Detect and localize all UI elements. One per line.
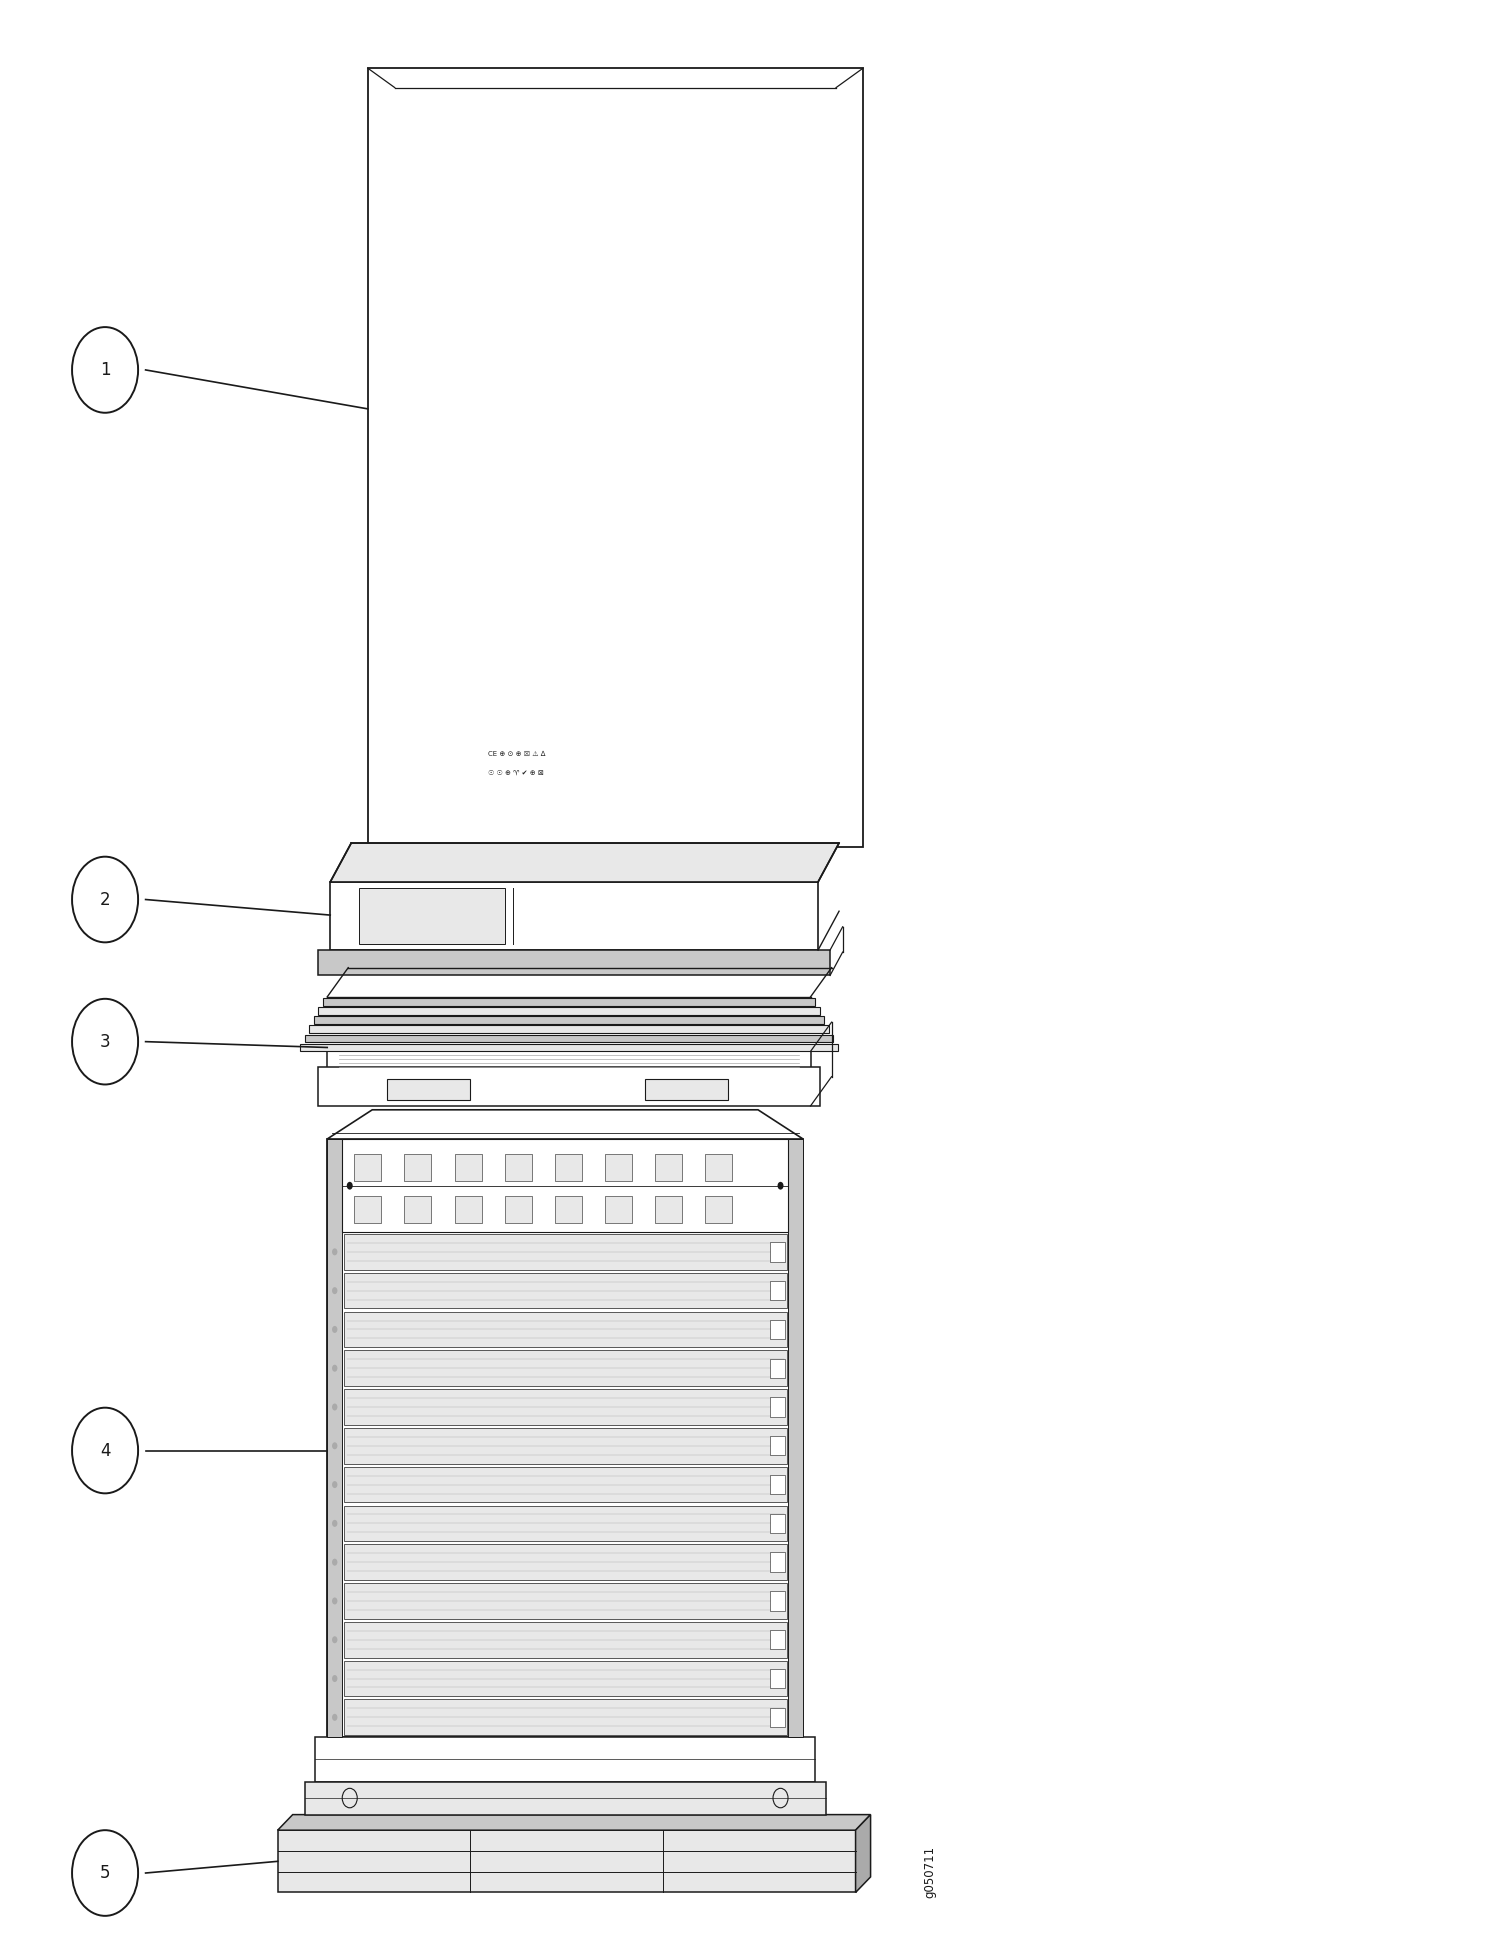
Circle shape <box>332 1248 338 1256</box>
Bar <box>705 1195 732 1223</box>
Circle shape <box>332 1326 338 1334</box>
Bar <box>770 1708 785 1727</box>
Bar <box>309 1026 829 1034</box>
Text: CE ⊕ ⊙ ⊕ ☒ ⚠ ∆: CE ⊕ ⊙ ⊕ ☒ ⚠ ∆ <box>488 750 545 757</box>
Bar <box>770 1398 785 1417</box>
Bar <box>278 1830 856 1892</box>
Polygon shape <box>278 1815 871 1830</box>
Bar <box>305 1782 826 1815</box>
Bar <box>770 1669 785 1688</box>
Bar <box>404 1155 431 1182</box>
Bar <box>314 1016 824 1024</box>
Bar <box>327 1051 811 1071</box>
Bar <box>318 1007 820 1014</box>
Bar <box>344 1622 787 1657</box>
Bar <box>605 1195 632 1223</box>
Bar <box>344 1273 787 1308</box>
Bar <box>770 1591 785 1610</box>
Bar <box>300 1044 838 1051</box>
Text: g050711: g050711 <box>923 1846 937 1898</box>
Circle shape <box>332 1443 338 1449</box>
Bar <box>344 1466 787 1503</box>
Text: ☉ ☉ ⊕ ♈ ✔ ⊕ ⊠: ☉ ☉ ⊕ ♈ ✔ ⊕ ⊠ <box>488 769 543 777</box>
Bar <box>359 888 504 944</box>
Bar <box>318 950 830 975</box>
Bar <box>342 1139 788 1232</box>
Bar <box>354 1155 381 1182</box>
Text: 4: 4 <box>101 1441 110 1460</box>
Bar <box>327 1139 342 1737</box>
Bar <box>368 68 863 847</box>
Bar <box>656 1155 683 1182</box>
Polygon shape <box>856 1815 871 1892</box>
Bar <box>344 1427 787 1464</box>
Text: 5: 5 <box>101 1863 110 1883</box>
Bar <box>770 1552 785 1571</box>
Bar <box>605 1155 632 1182</box>
Bar <box>344 1234 787 1269</box>
Bar <box>318 1067 820 1106</box>
Bar <box>404 1195 431 1223</box>
Bar <box>555 1195 582 1223</box>
Bar <box>705 1155 732 1182</box>
Bar <box>344 1544 787 1581</box>
Circle shape <box>332 1365 338 1373</box>
Bar <box>323 999 815 1007</box>
Bar <box>504 1155 531 1182</box>
Circle shape <box>332 1404 338 1410</box>
Circle shape <box>332 1674 338 1682</box>
Bar <box>770 1359 785 1378</box>
Text: 3: 3 <box>99 1032 111 1051</box>
Bar <box>770 1513 785 1532</box>
Bar <box>330 882 818 950</box>
Bar <box>387 1079 470 1100</box>
Circle shape <box>332 1521 338 1526</box>
Bar <box>504 1195 531 1223</box>
Bar <box>315 1737 815 1782</box>
Bar <box>455 1155 482 1182</box>
Bar <box>770 1281 785 1301</box>
Bar <box>770 1476 785 1493</box>
Bar <box>344 1312 787 1347</box>
Text: 2: 2 <box>99 890 111 909</box>
Bar <box>555 1155 582 1182</box>
Bar <box>344 1661 787 1696</box>
Bar <box>354 1195 381 1223</box>
Text: 1: 1 <box>99 360 111 380</box>
Bar <box>645 1079 728 1100</box>
Circle shape <box>332 1713 338 1721</box>
Bar <box>344 1583 787 1618</box>
Circle shape <box>332 1597 338 1604</box>
Bar <box>770 1242 785 1262</box>
Circle shape <box>332 1560 338 1565</box>
Bar <box>327 1139 803 1737</box>
Bar <box>656 1195 683 1223</box>
Bar <box>770 1320 785 1340</box>
Circle shape <box>347 1182 353 1190</box>
Circle shape <box>332 1635 338 1643</box>
Polygon shape <box>327 1110 803 1139</box>
Circle shape <box>332 1287 338 1295</box>
Bar <box>455 1195 482 1223</box>
Bar <box>344 1700 787 1735</box>
Polygon shape <box>330 843 839 882</box>
Bar <box>770 1630 785 1649</box>
Circle shape <box>778 1182 784 1190</box>
Bar <box>344 1505 787 1542</box>
Bar <box>770 1437 785 1456</box>
Circle shape <box>332 1482 338 1488</box>
Bar <box>305 1034 833 1042</box>
Bar <box>344 1388 787 1425</box>
Bar <box>344 1351 787 1386</box>
Bar <box>788 1139 803 1737</box>
